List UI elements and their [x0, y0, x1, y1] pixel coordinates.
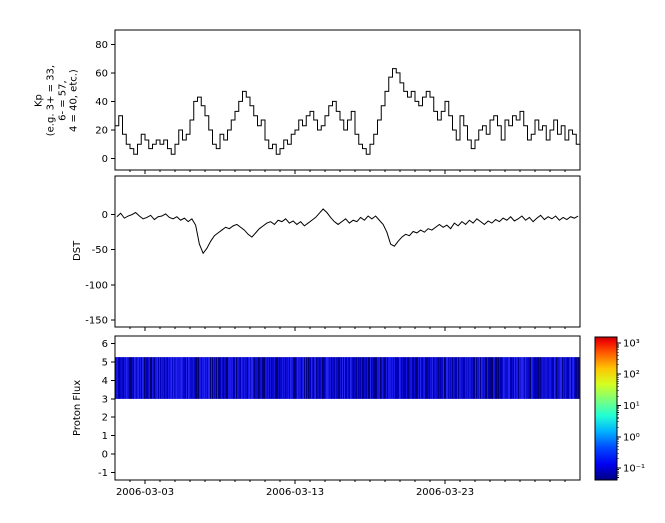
- svg-text:-150: -150: [85, 315, 108, 326]
- svg-text:10⁻¹: 10⁻¹: [623, 464, 645, 475]
- svg-text:80: 80: [95, 40, 108, 51]
- svg-text:0: 0: [102, 450, 108, 461]
- kp-axis-label-line: 4 = 40, etc.): [68, 69, 80, 133]
- svg-text:6: 6: [102, 339, 108, 350]
- svg-text:3: 3: [102, 394, 108, 405]
- svg-text:40: 40: [95, 97, 108, 108]
- svg-text:4: 4: [102, 376, 108, 387]
- colorbar: 10³ 10² 10¹ 10⁰ 10⁻¹: [594, 336, 645, 481]
- svg-text:0: 0: [102, 154, 108, 165]
- svg-text:10¹: 10¹: [623, 401, 640, 412]
- kp-axis-label-line: Kp: [33, 94, 45, 108]
- svg-text:-100: -100: [85, 280, 108, 291]
- dst-axis-label: DST: [72, 240, 84, 261]
- svg-text:-50: -50: [92, 245, 108, 256]
- kp-panel: 0 20 40 60 80: [95, 29, 581, 174]
- svg-text:10³: 10³: [623, 338, 640, 349]
- proton-flux-axis-label: Proton Flux: [72, 379, 84, 437]
- svg-text:-1: -1: [98, 468, 108, 479]
- kp-axis-label: Kp (e.g. 3+ = 33, 6- = 57, 4 = 40, etc.): [33, 36, 80, 166]
- dst-panel: 0 -50 -100 -150: [85, 175, 581, 331]
- svg-text:20: 20: [95, 126, 108, 137]
- kp-axis-label-line: (e.g. 3+ = 33,: [45, 64, 57, 137]
- svg-text:2006-03-23: 2006-03-23: [416, 487, 474, 498]
- proton-flux-panel: -1 0 1 2 3 4 5 6 2006-03-03 2006-03-13 2006-03-23: [98, 335, 581, 498]
- svg-text:1: 1: [102, 431, 108, 442]
- svg-text:10⁰: 10⁰: [623, 432, 640, 443]
- svg-text:0: 0: [102, 210, 108, 221]
- svg-text:2: 2: [102, 413, 108, 424]
- kp-axis-label-line: 6- = 57,: [57, 80, 68, 121]
- svg-text:2006-03-13: 2006-03-13: [266, 487, 324, 498]
- svg-text:10²: 10²: [623, 370, 640, 381]
- svg-text:5: 5: [102, 357, 108, 368]
- svg-text:60: 60: [95, 68, 108, 79]
- svg-text:2006-03-03: 2006-03-03: [116, 487, 174, 498]
